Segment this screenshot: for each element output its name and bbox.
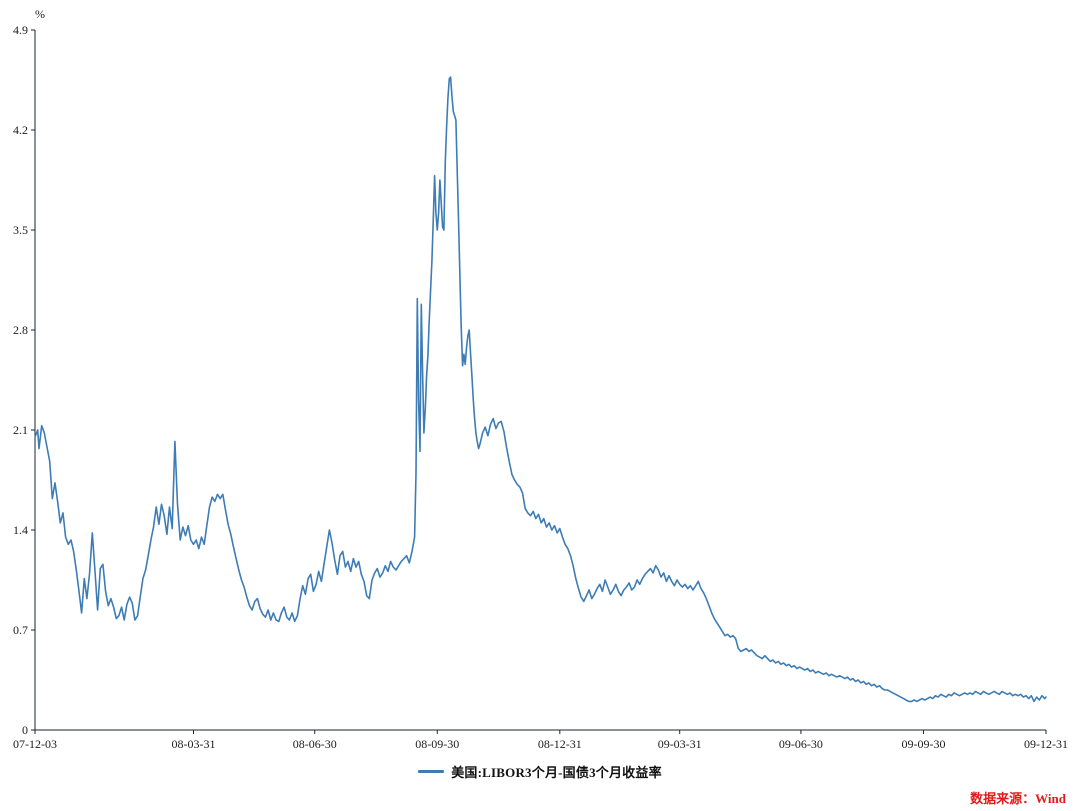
y-tick-label: 3.5: [13, 223, 28, 237]
legend-label: 美国:LIBOR3个月-国债3个月收益率: [451, 765, 662, 780]
x-tick-label: 08-03-31: [172, 737, 216, 751]
x-tick-label: 09-09-30: [901, 737, 945, 751]
y-tick-label: 2.1: [13, 423, 28, 437]
axis-lines: [34, 30, 1046, 731]
source-note: 数据来源：Wind: [970, 791, 1066, 806]
legend-line-swatch: [418, 770, 445, 773]
x-tick-label: 09-03-31: [658, 737, 702, 751]
series-line: [34, 76, 1047, 703]
y-tick-label: 0.7: [13, 623, 28, 637]
x-tick-label: 09-06-30: [779, 737, 823, 751]
x-tick-label: 09-12-31: [1024, 737, 1068, 751]
y-axis-unit-label: %: [35, 7, 45, 21]
x-tick-label: 08-09-30: [415, 737, 459, 751]
y-tick-label: 1.4: [13, 523, 28, 537]
x-tick-label: 07-12-03: [13, 737, 57, 751]
chart-canvas: % 0 0.7 1.4 2.1 2.8 3.5 4.2 4.9 07-12-03 08-03-31 0…: [13, 7, 1068, 751]
y-tick-label: 4.2: [13, 123, 28, 137]
legend: 美国:LIBOR3个月-国债3个月收益率: [0, 762, 1080, 781]
y-tick-label: 4.9: [13, 23, 28, 37]
x-tick-label: 08-06-30: [293, 737, 337, 751]
y-tick-label: 2.8: [13, 323, 28, 337]
y-tick-label: 0: [22, 723, 28, 737]
x-tick-label: 08-12-31: [538, 737, 582, 751]
